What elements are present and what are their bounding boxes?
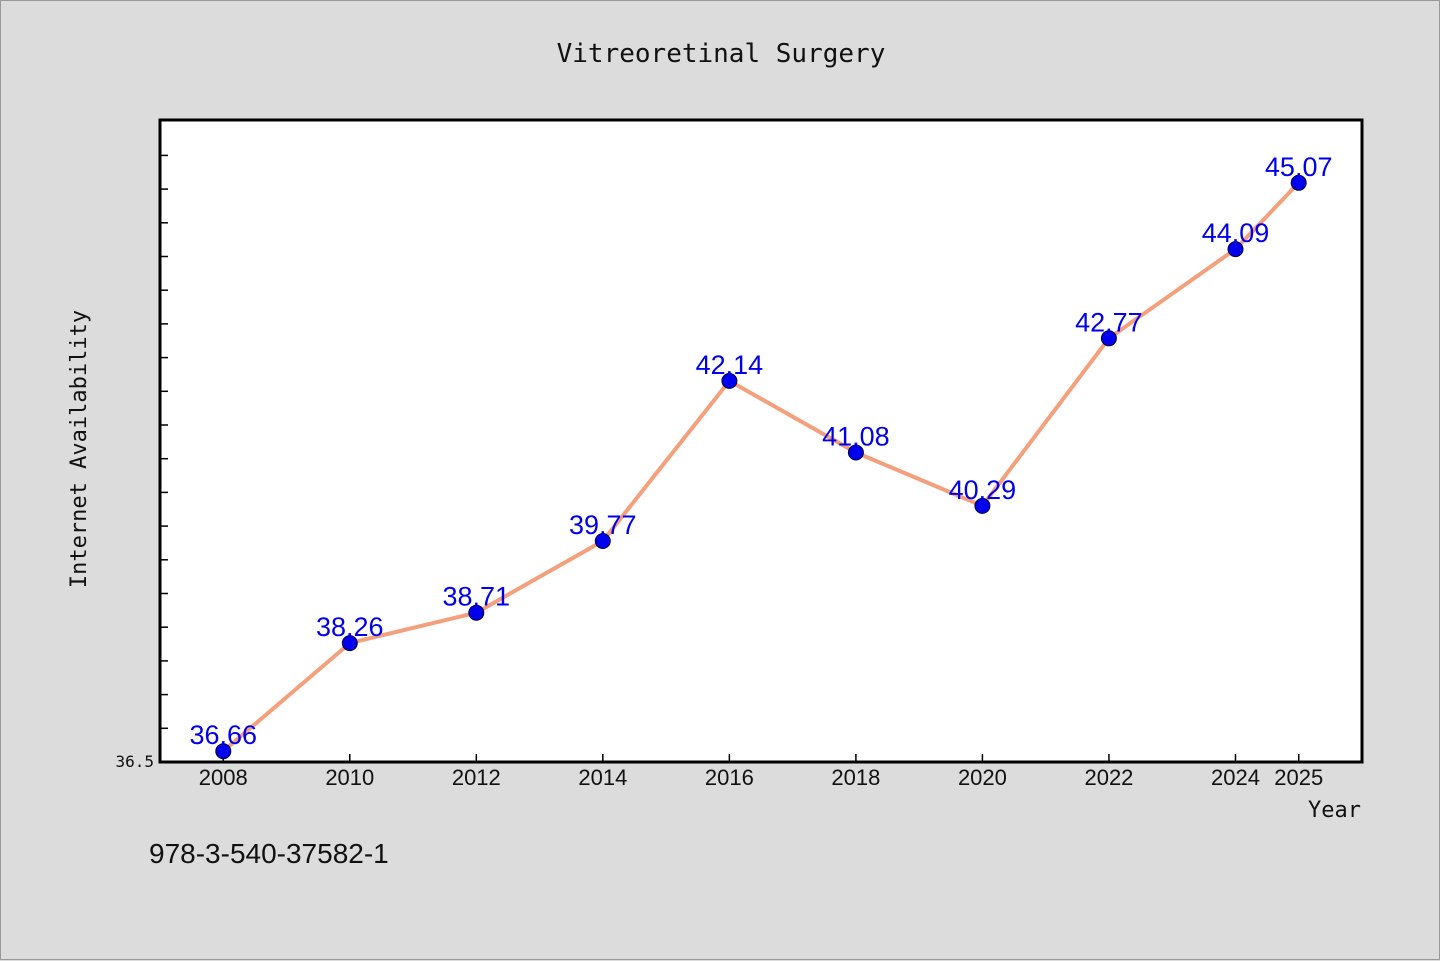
data-point	[721, 372, 738, 389]
x-tick-label: 2022	[1084, 765, 1133, 790]
y-axis-label: Internet Availability	[67, 310, 92, 588]
x-tick-label: 2020	[958, 765, 1007, 790]
data-point	[1227, 241, 1244, 258]
chart-title: Vitreoretinal Surgery	[557, 39, 886, 69]
x-tick-label: 2016	[705, 765, 754, 790]
y-axis-ticks	[160, 154, 168, 730]
data-label: 38.26	[316, 612, 384, 642]
y-axis-min-label: 36.5	[115, 752, 154, 771]
data-point	[594, 533, 611, 549]
data-label: 44.09	[1202, 218, 1270, 248]
isbn-footer: 978-3-540-37582-1	[149, 838, 389, 869]
data-point	[468, 604, 485, 621]
data-point	[847, 444, 864, 461]
series-markers	[215, 174, 1307, 760]
data-label: 41.08	[822, 422, 890, 452]
plot-area	[158, 118, 1364, 764]
data-label: 42.77	[1075, 307, 1143, 337]
data-labels: 36.66 38.26 38.71 39.77 42.14 41.08 40.29 42.77…	[190, 152, 1333, 750]
x-axis-label: Year	[1308, 798, 1361, 823]
x-tick-label: 2018	[831, 765, 880, 790]
data-point	[1290, 174, 1307, 191]
x-tick-label: 2014	[578, 765, 627, 790]
x-tick-label: 2025	[1274, 765, 1323, 790]
x-tick-label: 2008	[199, 765, 248, 790]
x-axis-ticks: 2008 2010 2012 2014 2016 2018 2020 2022 2024 2025	[199, 754, 1323, 790]
data-label: 38.71	[443, 582, 511, 612]
data-point	[974, 497, 991, 514]
data-label: 45.07	[1265, 152, 1333, 182]
x-tick-label: 2010	[325, 765, 374, 790]
data-label: 36.66	[190, 720, 258, 750]
x-tick-label: 2012	[452, 765, 501, 790]
data-point	[1100, 330, 1117, 347]
series-line	[221, 180, 1301, 754]
data-point	[341, 635, 358, 652]
data-point	[215, 743, 232, 760]
data-label: 40.29	[949, 475, 1017, 505]
data-label: 39.77	[569, 510, 637, 540]
x-tick-label: 2024	[1211, 765, 1260, 790]
data-label: 42.14	[696, 350, 764, 380]
